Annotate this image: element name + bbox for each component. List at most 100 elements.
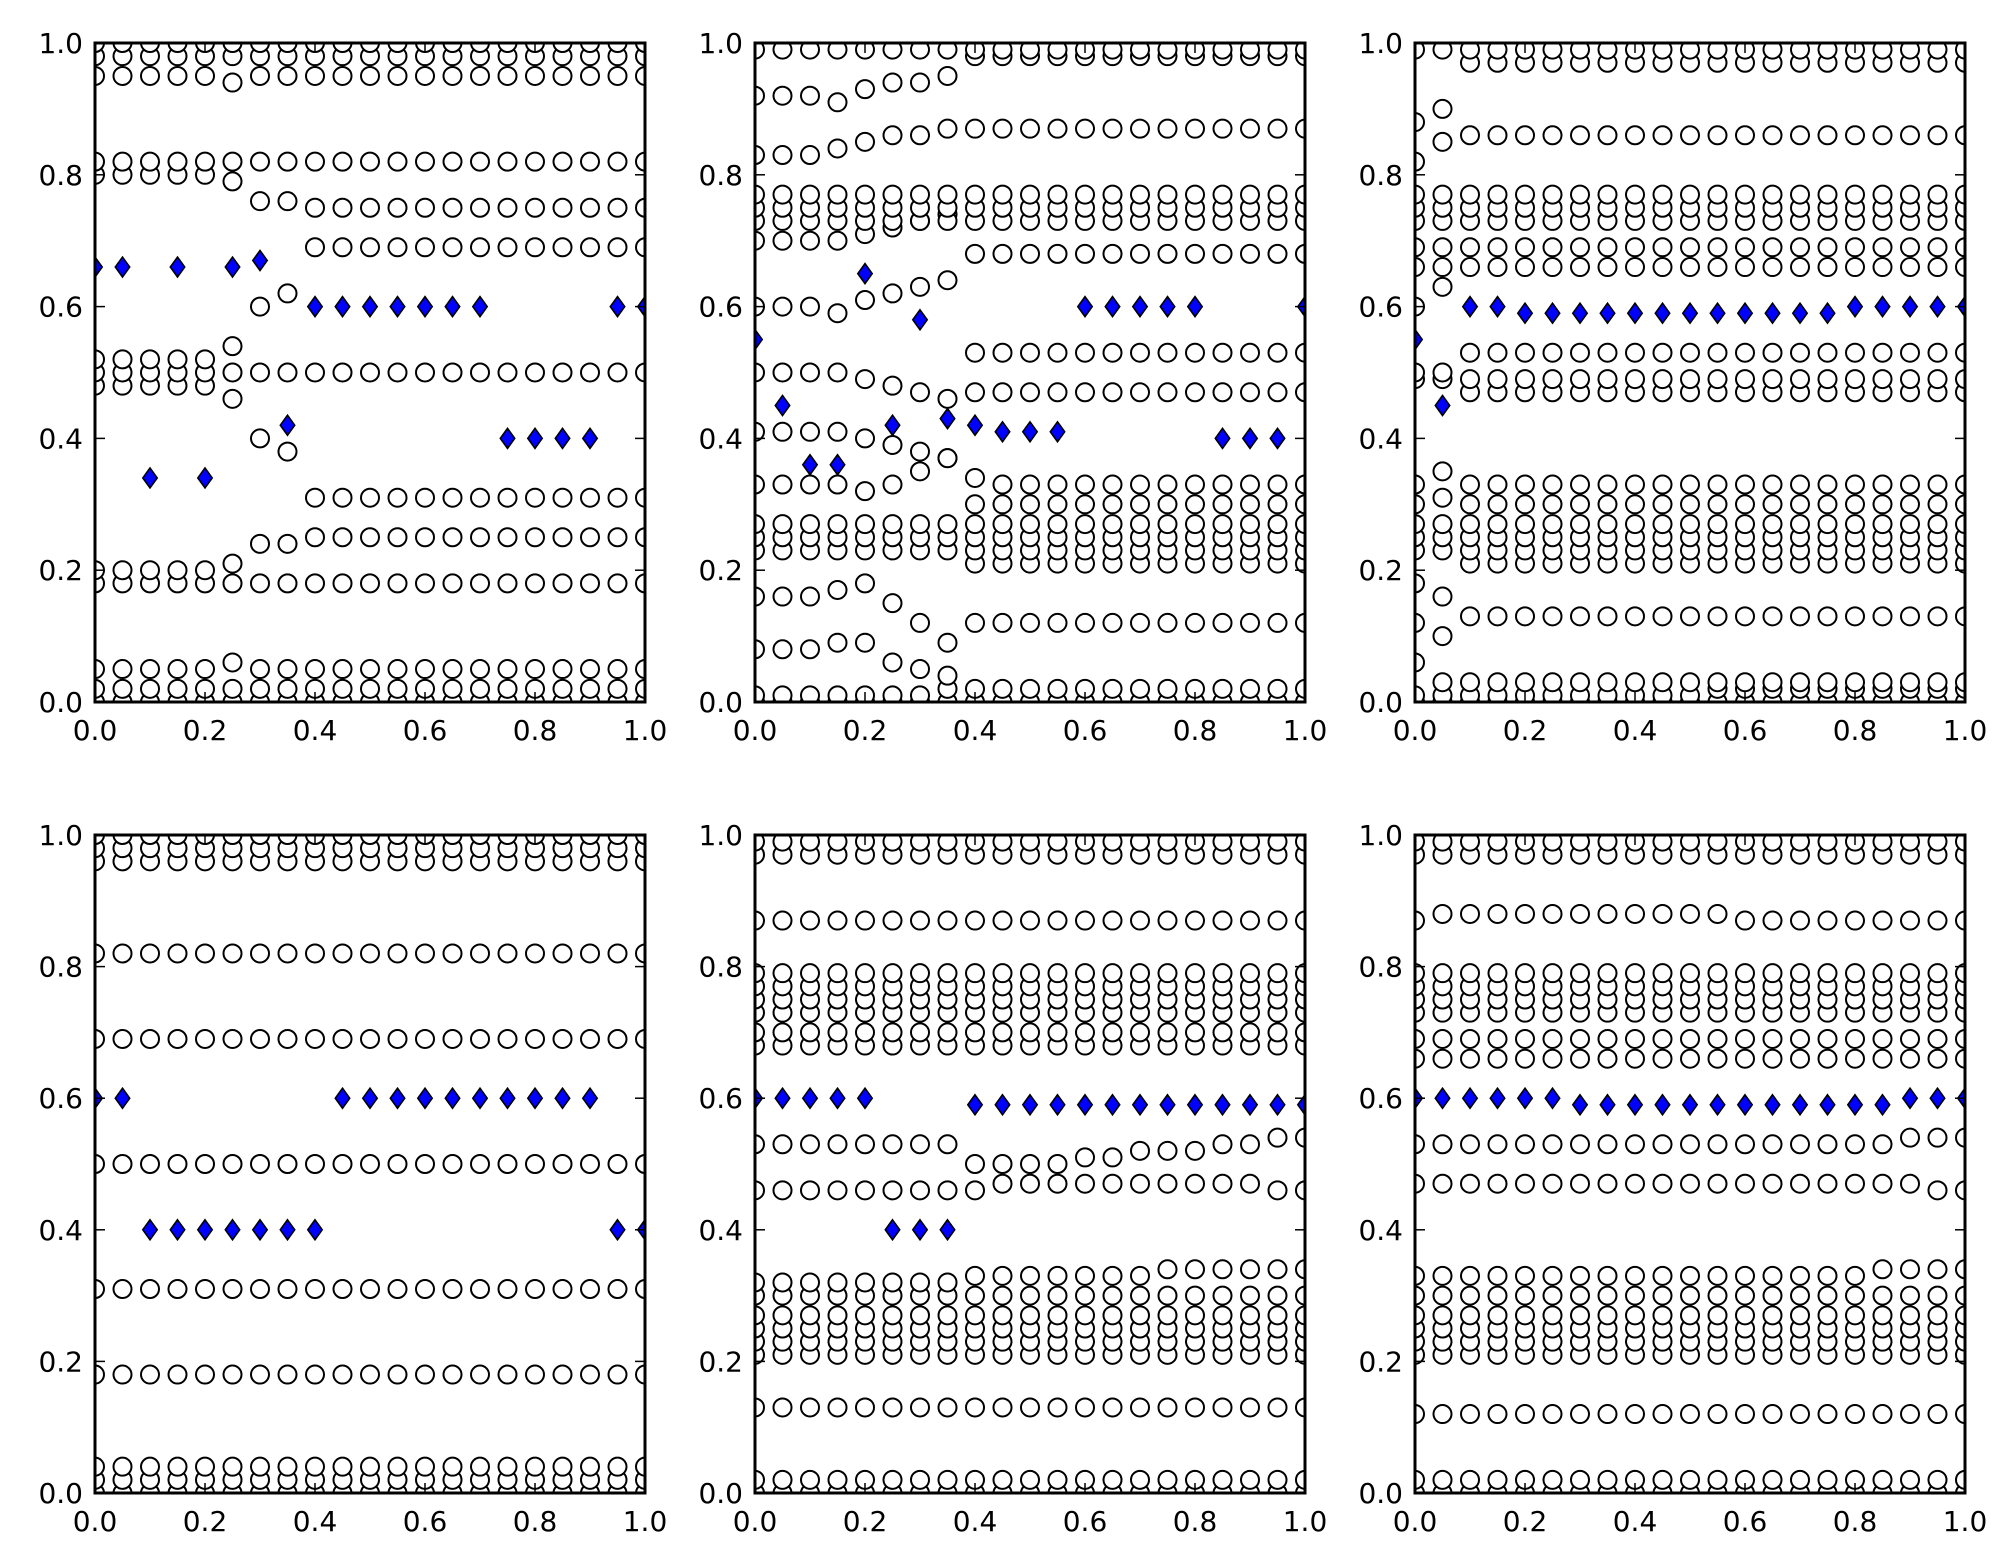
diamond-point — [1516, 301, 1534, 325]
circle-point — [1900, 237, 1920, 258]
x-tick-label: 0.8 — [513, 1505, 558, 1538]
circle-point — [1487, 369, 1508, 390]
circle-point — [470, 943, 490, 964]
diamond-point — [1654, 1093, 1671, 1117]
circle-point — [112, 1154, 133, 1174]
circle-point — [910, 1022, 930, 1043]
circle-point — [1267, 474, 1288, 495]
circle-point — [992, 243, 1013, 264]
circle-point — [1872, 184, 1893, 205]
circle-point — [827, 421, 848, 442]
circle-point — [470, 151, 490, 172]
circle-point — [1515, 963, 1535, 984]
circle-point — [827, 1022, 848, 1043]
circle-point — [1845, 474, 1865, 495]
diamond-point — [306, 295, 324, 318]
diamond-point — [251, 1218, 269, 1242]
diamond-point — [829, 1086, 846, 1110]
circle-point — [1487, 963, 1508, 984]
circle-point — [992, 612, 1013, 633]
y-tick-label: 1.0 — [1358, 27, 1403, 60]
y-tick-label: 0.8 — [1358, 159, 1403, 192]
diamond-point — [1131, 1093, 1149, 1117]
circle-point — [1130, 1022, 1150, 1043]
circle-point — [1597, 474, 1618, 495]
circle-point — [222, 678, 243, 699]
circle-point — [222, 652, 243, 673]
y-tick-label: 1.0 — [38, 819, 83, 852]
circle-point — [1515, 903, 1535, 924]
circle-point — [1020, 1397, 1040, 1418]
circle-point — [937, 1469, 958, 1490]
circle-point — [332, 362, 353, 383]
diamond-point — [1104, 295, 1121, 318]
circle-point — [1570, 184, 1590, 205]
circle-point — [1075, 514, 1095, 535]
circle-point — [607, 1364, 628, 1385]
circle-point — [1542, 1285, 1563, 1306]
circle-point — [1570, 42, 1590, 60]
circle-point — [1597, 42, 1618, 60]
circle-point — [1185, 1285, 1205, 1306]
circle-point — [1817, 1305, 1838, 1326]
circle-point — [992, 474, 1013, 495]
circle-point — [1267, 1285, 1288, 1306]
circle-point — [1652, 474, 1673, 495]
circle-point — [1872, 963, 1893, 984]
circle-point — [525, 151, 545, 172]
circle-point — [1625, 606, 1645, 627]
circle-point — [772, 1305, 793, 1326]
circle-point — [1157, 1285, 1178, 1306]
y-tick-label: 1.0 — [698, 27, 743, 60]
circle-point — [167, 1364, 188, 1385]
circle-point — [195, 1279, 215, 1300]
x-tick-label: 0.0 — [73, 714, 118, 747]
circle-point — [1790, 1134, 1810, 1155]
y-tick-label: 0.2 — [1358, 554, 1403, 587]
circle-point — [415, 659, 435, 680]
circle-point — [415, 1028, 435, 1049]
circle-point — [1900, 1028, 1920, 1049]
circle-point — [1707, 474, 1728, 495]
circle-point — [827, 1469, 848, 1490]
circle-point — [1240, 1285, 1260, 1306]
circle-point — [1872, 257, 1893, 278]
circle-point — [1075, 1305, 1095, 1326]
circle-point — [1185, 243, 1205, 264]
circle-point — [965, 963, 985, 984]
circle-point — [800, 85, 820, 106]
circle-point — [1790, 125, 1810, 146]
circle-point — [1900, 910, 1920, 931]
circle-point — [580, 1364, 600, 1385]
circle-point — [1542, 1404, 1563, 1425]
circle-point — [1075, 494, 1095, 515]
circle-point — [1597, 257, 1618, 278]
circle-point — [552, 1364, 573, 1385]
diamond-point — [1599, 301, 1616, 325]
circle-point — [1130, 494, 1150, 515]
circle-point — [1542, 1134, 1563, 1155]
circle-point — [442, 573, 463, 594]
circle-point — [112, 1028, 133, 1049]
circle-point — [965, 514, 985, 535]
circle-point — [1762, 910, 1783, 931]
circle-point — [1432, 963, 1453, 984]
circle-point — [1020, 1285, 1040, 1306]
circle-point — [1102, 1469, 1123, 1490]
circle-point — [1652, 1048, 1673, 1069]
circle-point — [167, 943, 188, 964]
diamond-point — [141, 466, 159, 490]
circle-point — [827, 910, 848, 931]
circle-point — [1157, 1469, 1178, 1490]
circle-point — [910, 441, 930, 462]
circle-point — [1515, 1173, 1535, 1194]
circle-point — [1047, 910, 1068, 931]
circle-point — [1130, 1173, 1150, 1194]
circle-point — [1762, 494, 1783, 515]
circle-point — [1212, 1134, 1233, 1155]
x-tick-label: 0.6 — [1063, 714, 1108, 747]
circle-point — [1735, 910, 1755, 931]
circle-point — [1157, 612, 1178, 633]
circle-point — [552, 659, 573, 680]
axes-frame — [753, 41, 1307, 704]
